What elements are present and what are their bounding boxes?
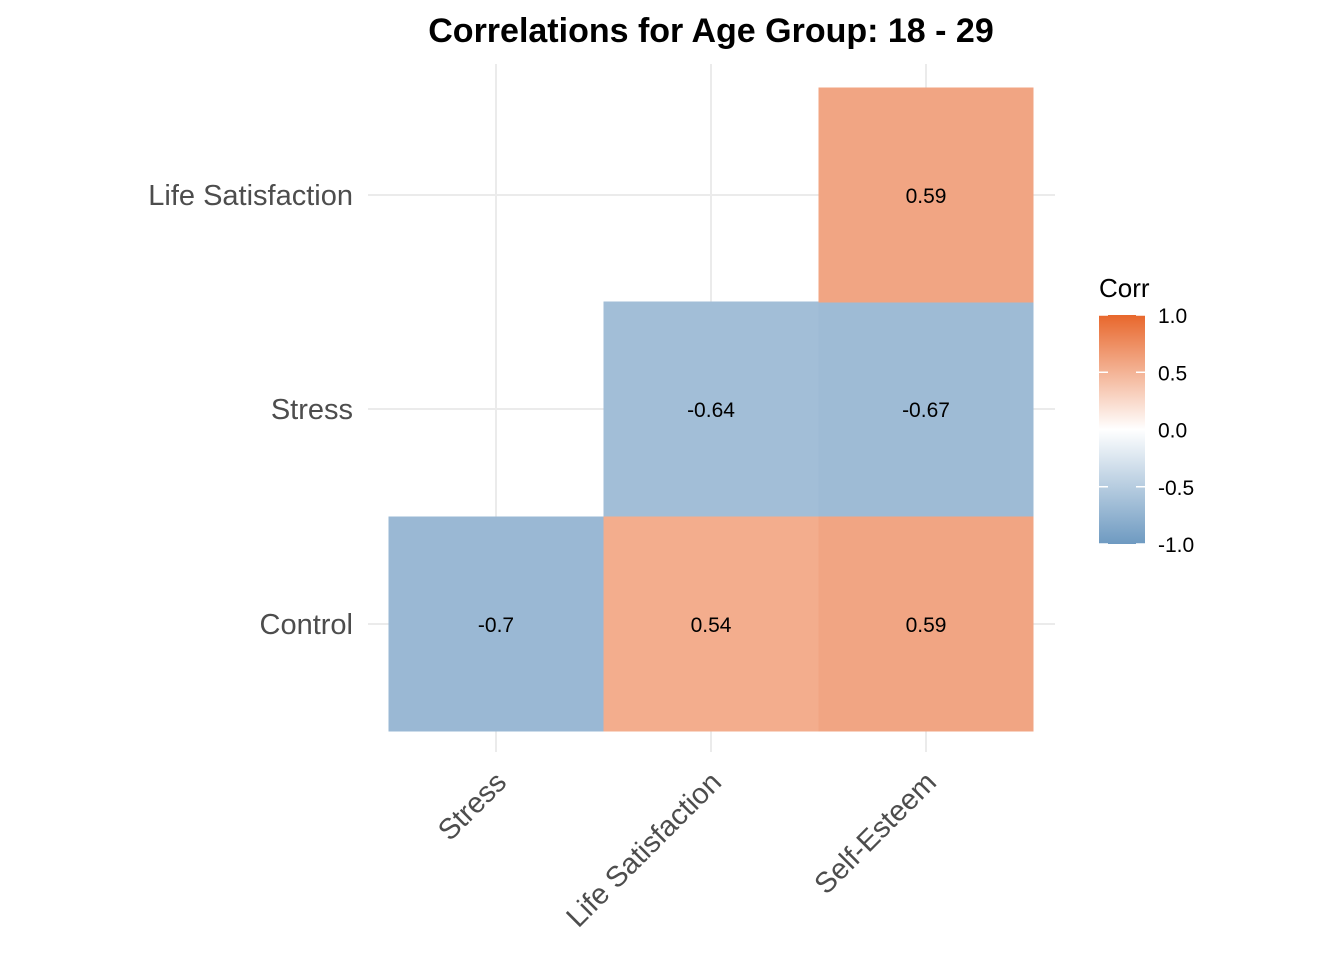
y-axis-label: Life Satisfaction <box>148 180 353 212</box>
heatmap-cell <box>818 87 1034 303</box>
heatmap-cell <box>603 301 819 517</box>
heatmap-cell <box>818 516 1034 732</box>
heatmap-cell <box>603 516 819 732</box>
y-axis-labels: Control Stress Life Satisfaction <box>148 180 353 641</box>
legend-tick-label: -1.0 <box>1158 534 1194 557</box>
y-axis-label: Control <box>260 609 354 641</box>
cell-labels: -0.7 0.54 0.59 -0.64 -0.67 0.59 <box>478 185 950 637</box>
cell-value-label: 0.59 <box>906 185 947 208</box>
legend-tick-label: 1.0 <box>1158 305 1187 328</box>
cell-value-label: -0.67 <box>902 399 950 422</box>
cell-value-label: -0.7 <box>478 614 514 637</box>
legend-title: Corr <box>1099 273 1150 303</box>
legend-tick-label: 0.5 <box>1158 362 1187 385</box>
legend: Corr 1.0 0.5 0.0 -0.5 -1.0 <box>1099 273 1194 557</box>
y-axis-label: Stress <box>271 394 353 426</box>
cell-value-label: 0.59 <box>906 614 947 637</box>
heatmap-cell <box>388 516 604 732</box>
chart-title: Correlations for Age Group: 18 - 29 <box>428 12 994 50</box>
legend-tick-label: -0.5 <box>1158 477 1194 500</box>
heatmap-cells <box>388 87 1034 732</box>
legend-tick-label: 0.0 <box>1158 420 1187 443</box>
heatmap-cell <box>818 301 1034 517</box>
cell-value-label: -0.64 <box>687 399 735 422</box>
cell-value-label: 0.54 <box>691 614 732 637</box>
